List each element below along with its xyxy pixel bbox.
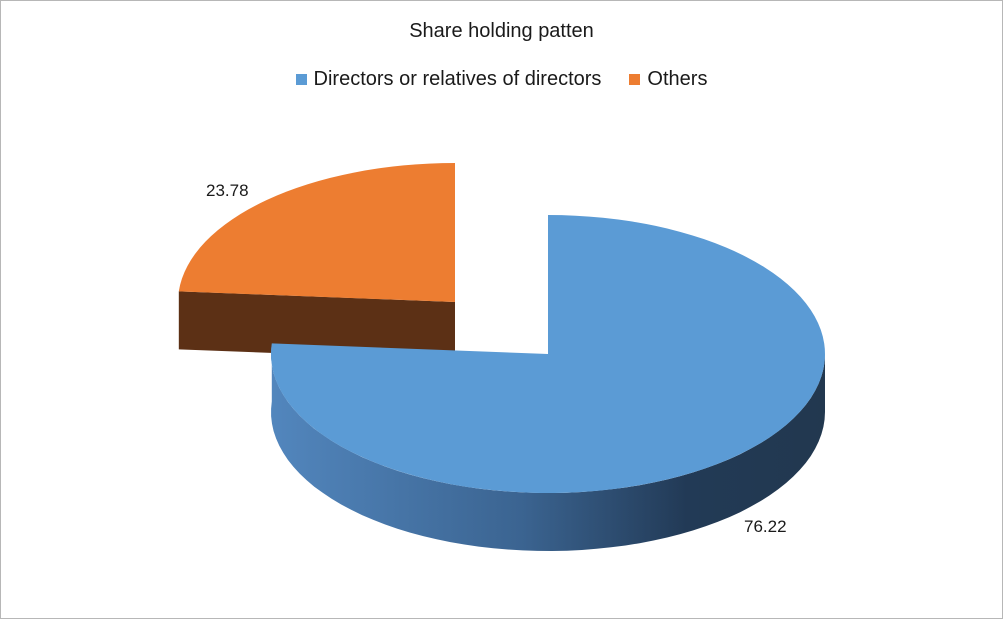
pie-slice-others [178,163,456,302]
legend-label-others: Others [647,68,708,90]
legend-item-directors: Directors or relatives of directors [295,68,602,91]
legend-item-others: Others [629,68,707,91]
legend: Directors or relatives of directors Othe… [0,68,1003,91]
legend-label-directors: Directors or relatives of directors [313,68,602,90]
pie-side-directors [271,343,826,551]
data-label-others: 23.78 [206,181,249,200]
pie-side-others [178,291,455,360]
legend-swatch-others [629,74,641,85]
data-label-directors: 76.22 [744,517,787,536]
legend-swatch-directors [295,74,307,85]
pie-slice-directors [270,215,825,493]
chart-title: Share holding patten [409,20,594,42]
